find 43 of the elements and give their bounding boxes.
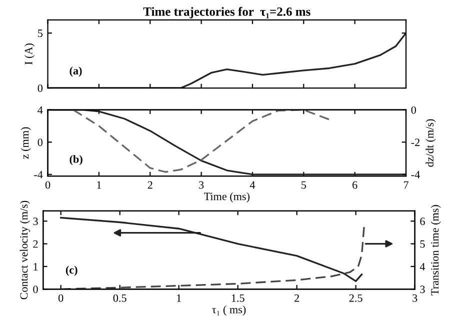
y-tick-label: 2 [33, 240, 38, 248]
x-tick-label: 7 [404, 181, 408, 189]
y2-tick-label: -2 [411, 138, 420, 146]
y-tick-label: 1 [34, 263, 38, 270]
x-tick-label: 2 [294, 294, 299, 302]
x-tick-label: 5 [302, 181, 306, 189]
x-tick-label: 0 [45, 181, 50, 189]
y-axis-title: z (mm) [20, 127, 31, 159]
y-tick-label: 0 [38, 84, 43, 92]
y-tick-label: 4 [38, 106, 43, 114]
y2-axis-title: dz/dt (m/s) [426, 119, 436, 167]
y2-tick-label: 0 [411, 106, 416, 114]
x-tick-label: 0.5 [113, 294, 126, 302]
y2-tick-label: -4 [411, 170, 420, 178]
y-tick-label: 0 [38, 138, 43, 146]
x-tick-label: 4 [250, 181, 256, 189]
x-tick-label: 1.5 [232, 294, 244, 302]
annotation: (a) [70, 66, 82, 77]
y2-tick-label: 3 [420, 286, 425, 294]
y-tick-label: 0 [33, 286, 38, 294]
y-axis-title: I (A) [24, 43, 35, 64]
y2-axis-title: Transition time (ms) [430, 205, 441, 296]
x-axis-title: Time (ms) [204, 192, 250, 202]
x-tick-label: 2 [148, 181, 152, 189]
y-tick-label: 5 [38, 30, 42, 38]
y2-tick-label: 6 [420, 218, 425, 226]
x-tick-label: 2.5 [349, 294, 362, 302]
x-tick-label: 3 [199, 181, 204, 189]
x-tick-label: 6 [352, 181, 358, 189]
y-tick-label: -4 [34, 170, 43, 178]
annotation: (b) [70, 155, 82, 166]
x-tick-label: 1 [177, 294, 181, 302]
line-series [60, 216, 363, 282]
x-axis-title: τ₁ ( ms) [212, 305, 246, 316]
x-tick-label: 0 [58, 294, 64, 302]
chart-title: Time trajectories for τ₁=2.6 ms [143, 6, 310, 18]
x-tick-label: 3 [412, 294, 418, 302]
annotation: (c) [66, 266, 78, 276]
y-axis-title: Contact velocity (m/s) [20, 200, 30, 300]
y2-tick-label: 5 [420, 240, 425, 248]
y-tick-label: 3 [33, 218, 38, 226]
y2-tick-label: 4 [420, 263, 426, 270]
x-tick-label: 1 [97, 181, 102, 189]
